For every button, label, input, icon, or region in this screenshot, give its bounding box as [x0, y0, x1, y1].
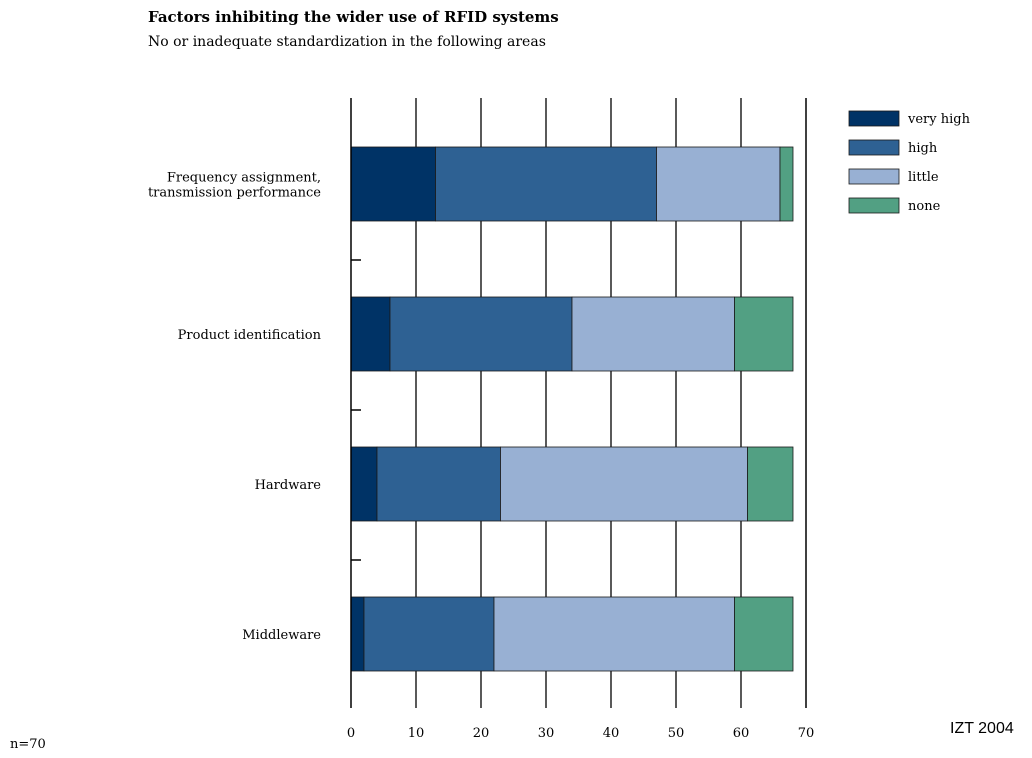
legend-swatch-none [848, 197, 900, 214]
legend-label-high: high [908, 141, 938, 156]
sample-size-note: n=70 [10, 737, 46, 752]
bar-little-1 [571, 296, 735, 372]
legend: very high high little none [848, 110, 971, 214]
x-tick-label-10: 10 [408, 726, 425, 741]
legend-label-little: little [908, 170, 939, 185]
category-label-0-1: transmission performance [148, 186, 321, 201]
bars [350, 146, 794, 672]
source-note: IZT 2004 [950, 720, 1014, 737]
bar-none-1 [734, 296, 794, 372]
category-label-2-0: Hardware [255, 478, 322, 493]
chart-title: Factors inhibiting the wider use of RFID… [148, 8, 559, 26]
x-axis-ticks: 0 10 20 30 40 50 60 70 [347, 726, 814, 741]
bar-little-0 [656, 146, 781, 222]
legend-label-none: none [908, 199, 941, 214]
bar-little-2 [500, 446, 748, 522]
x-tick-label-30: 30 [538, 726, 555, 741]
category-label-3-0: Middleware [242, 628, 321, 643]
x-tick-label-0: 0 [347, 726, 355, 741]
chart-subtitle: No or inadequate standardization in the … [148, 34, 546, 50]
plot-frame [350, 98, 807, 708]
bar-very-high-0 [350, 146, 436, 222]
x-tick-label-60: 60 [733, 726, 750, 741]
bar-none-3 [734, 596, 794, 672]
bar-little-3 [493, 596, 735, 672]
x-tick-label-70: 70 [798, 726, 815, 741]
legend-swatch-high [848, 139, 900, 156]
bar-high-1 [389, 296, 573, 372]
bar-high-3 [363, 596, 495, 672]
x-tick-label-50: 50 [668, 726, 685, 741]
legend-swatch-very-high [848, 110, 900, 127]
legend-swatch-little [848, 168, 900, 185]
bar-none-2 [747, 446, 794, 522]
legend-label-very-high: very high [907, 112, 971, 127]
x-tick-label-20: 20 [473, 726, 490, 741]
category-label-1-0: Product identification [178, 328, 322, 343]
bar-very-high-2 [350, 446, 378, 522]
bar-none-0 [779, 146, 794, 222]
category-labels: Frequency assignment,transmission perfor… [148, 171, 322, 644]
category-label-0-0: Frequency assignment, [167, 171, 321, 186]
bar-high-0 [435, 146, 657, 222]
bar-very-high-3 [350, 596, 365, 672]
x-tick-label-40: 40 [603, 726, 620, 741]
bar-high-2 [376, 446, 501, 522]
bar-very-high-1 [350, 296, 391, 372]
